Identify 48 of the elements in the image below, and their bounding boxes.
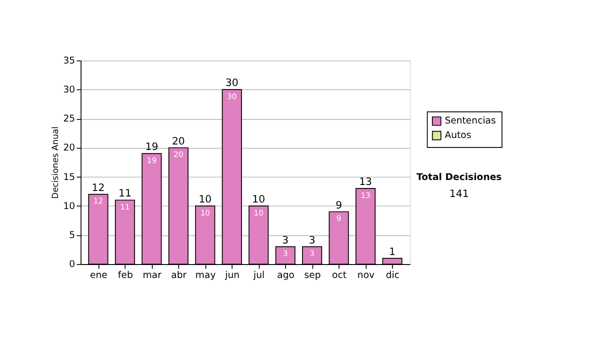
x-tick-label: nov [357, 270, 376, 282]
x-tick-label: jun [224, 270, 240, 282]
x-tick-label: ago [277, 270, 295, 282]
text: 141 [449, 189, 469, 200]
y-tick-label: 25 [63, 114, 76, 125]
data-label: 13 [360, 190, 371, 200]
total-label: 20 [172, 136, 185, 148]
text: Total Decisiones [416, 172, 502, 184]
legend-label: Sentencias [444, 116, 496, 127]
data-label: 3 [282, 249, 288, 258]
total-label: 10 [198, 194, 212, 206]
data-label: 19 [146, 156, 157, 165]
x-tick-label: feb [118, 270, 133, 282]
x-tick-label: ene [90, 270, 108, 282]
data-label: 10 [200, 208, 210, 218]
data-label: 20 [174, 150, 184, 160]
total-label: 19 [145, 142, 158, 154]
total-label: 3 [308, 235, 316, 246]
total-label: 11 [118, 188, 132, 200]
y-tick-label: 30 [63, 84, 76, 96]
y-tick-label: 10 [63, 200, 76, 212]
legend-label: Autos [444, 130, 472, 142]
data-label: 30 [227, 92, 237, 101]
x-tick-label: jul [252, 270, 265, 282]
total-label: 12 [92, 182, 105, 194]
x-tick-label: oct [332, 270, 347, 282]
y-tick-label: 15 [63, 172, 76, 183]
total-label: 10 [252, 194, 266, 206]
x-tick-label: sep [304, 270, 321, 282]
y-tick-label: 20 [63, 142, 76, 154]
y-tick-label: 35 [63, 55, 76, 66]
data-label: 11 [120, 202, 130, 212]
x-tick-label: abr [171, 270, 187, 282]
y-axis-title: Decisiones Anual [50, 126, 60, 199]
data-label: 12 [93, 196, 104, 206]
data-label: 3 [310, 249, 315, 258]
total-label: 9 [336, 200, 342, 212]
total-label: 30 [225, 78, 238, 90]
total-label: 3 [282, 235, 289, 246]
y-tick-label: 5 [69, 230, 76, 241]
data-label: 9 [336, 214, 342, 224]
x-tick-label: may [195, 270, 216, 282]
data-label: 10 [254, 208, 264, 218]
total-label: 1 [389, 246, 396, 258]
total-label: 13 [359, 177, 372, 188]
x-tick-label: mar [142, 270, 162, 282]
x-tick-label: dic [386, 270, 400, 282]
y-tick-label: 0 [69, 259, 76, 270]
